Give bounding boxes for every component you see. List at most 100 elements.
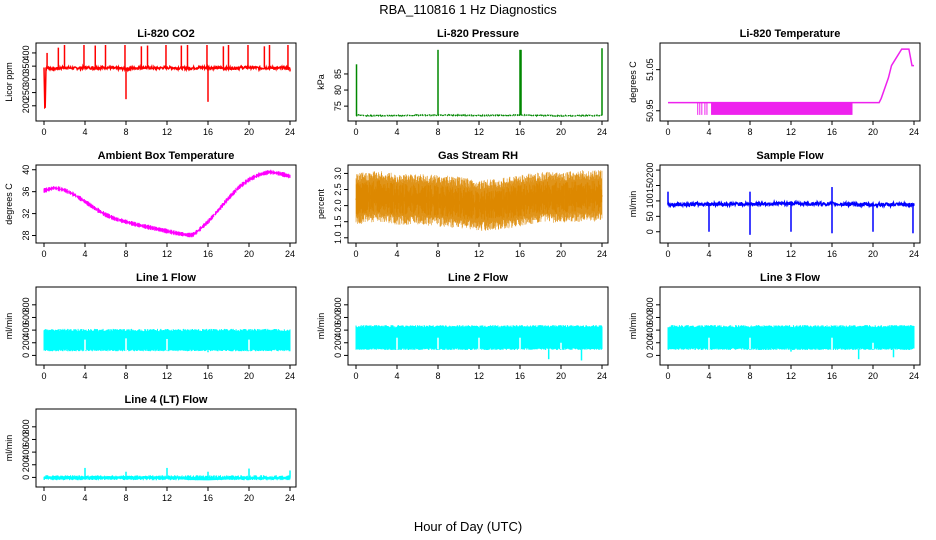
x-tick-label: 12 [162,127,172,137]
y-tick-label: 32 [21,209,31,219]
y-axis-label: degrees C [4,183,14,225]
y-tick-label: 600 [645,310,655,325]
x-tick-label: 16 [827,371,837,381]
x-tick-label: 20 [244,127,254,137]
y-tick-label: 100 [645,193,655,208]
y-tick-label: 2.5 [333,183,343,196]
plot-frame [35,42,297,122]
x-tick-label: 8 [747,249,752,259]
y-tick-label: 80 [333,85,343,95]
panel-title: Gas Stream RH [438,150,518,162]
x-tick-label: 12 [786,371,796,381]
plot-frame [659,42,921,122]
x-tick-label: 0 [353,127,358,137]
data-dense-band [711,102,853,115]
x-tick-label: 4 [394,249,399,259]
y-tick-label: 50 [645,211,655,221]
y-tick-label: 800 [21,419,31,434]
x-tick-label: 4 [394,127,399,137]
y-tick-label: 200 [21,98,31,113]
y-tick-label: 36 [21,187,31,197]
x-tick-label: 4 [394,371,399,381]
x-tick-label: 8 [435,249,440,259]
x-tick-label: 12 [786,127,796,137]
x-tick-label: 24 [285,493,295,503]
plot-frame [35,408,297,488]
x-tick-label: 4 [706,371,711,381]
x-tick-label: 16 [827,127,837,137]
x-tick-label: 24 [285,127,295,137]
plot-frame [35,164,297,244]
series-line1 [43,328,291,353]
x-tick-label: 24 [285,249,295,259]
y-axis-label: ml/min [4,313,14,340]
x-tick-label: 4 [82,371,87,381]
y-tick-label: 75 [333,101,343,111]
x-tick-label: 12 [474,371,484,381]
y-tick-label: 3.0 [333,167,343,180]
x-tick-label: 4 [82,127,87,137]
data-band [667,325,915,350]
y-tick-label: 50.95 [645,100,655,123]
x-tick-label: 12 [162,249,172,259]
x-tick-label: 8 [123,249,128,259]
y-tick-label: 800 [21,297,31,312]
y-tick-label: 400 [21,445,31,460]
y-tick-label: 40 [21,165,31,175]
x-tick-label: 16 [203,127,213,137]
x-tick-label: 20 [556,249,566,259]
x-tick-label: 4 [706,249,711,259]
x-tick-label: 12 [162,493,172,503]
panel-title: Ambient Box Temperature [98,150,235,162]
x-tick-label: 0 [41,493,46,503]
x-tick-label: 16 [203,249,213,259]
y-axis-label: percent [316,188,326,219]
y-tick-label: 400 [21,45,31,60]
y-tick-label: 150 [645,178,655,193]
plot-frame [35,286,297,366]
panel-pressure: Li-820 Pressure 0 4 8 12 16 20 24 75 80 85 kPa [316,28,609,137]
x-tick-label: 4 [82,249,87,259]
panel-title: Line 4 (LT) Flow [125,394,208,406]
plot-frame [659,164,921,244]
x-tick-label: 8 [123,127,128,137]
panel-line4: Line 4 (LT) Flow 0 4 8 12 16 20 24 0 200400600800… [4,394,297,503]
y-tick-label: 0 [333,353,343,358]
y-tick-label: 2.0 [333,199,343,212]
panel-title: Line 2 Flow [448,272,508,284]
y-tick-label: 200 [21,335,31,350]
panel-title: Li-820 Pressure [437,28,519,40]
y-tick-label: 400 [21,323,31,338]
y-tick-label: 0 [21,475,31,480]
plot-frame [659,286,921,366]
y-axis-label: ml/min [316,313,326,340]
y-tick-label: 85 [333,69,343,79]
figure-x-label: Hour of Day (UTC) [414,519,522,534]
x-tick-label: 24 [909,127,919,137]
x-tick-label: 20 [244,371,254,381]
y-tick-label: 200 [21,457,31,472]
y-axis-label: degrees C [628,61,638,103]
y-tick-label: 28 [21,231,31,241]
y-tick-label: 1.5 [333,215,343,228]
x-tick-label: 20 [556,371,566,381]
panel-title: Li-820 Temperature [740,28,841,40]
x-tick-label: 8 [747,127,752,137]
x-tick-label: 8 [435,127,440,137]
x-tick-label: 0 [41,127,46,137]
y-tick-label: 400 [333,323,343,338]
x-tick-label: 16 [515,249,525,259]
series-box_temp [43,169,291,238]
x-tick-label: 0 [353,371,358,381]
x-tick-label: 0 [665,249,670,259]
x-tick-label: 16 [827,249,837,259]
series-line2 [355,325,603,361]
x-tick-label: 12 [474,127,484,137]
figure-title: RBA_110816 1 Hz Diagnostics [379,2,557,17]
panel-box_temp: Ambient Box Temperature 0 4 8 12 16 20 24 28 32 36… [4,150,297,259]
data-line [44,476,291,481]
